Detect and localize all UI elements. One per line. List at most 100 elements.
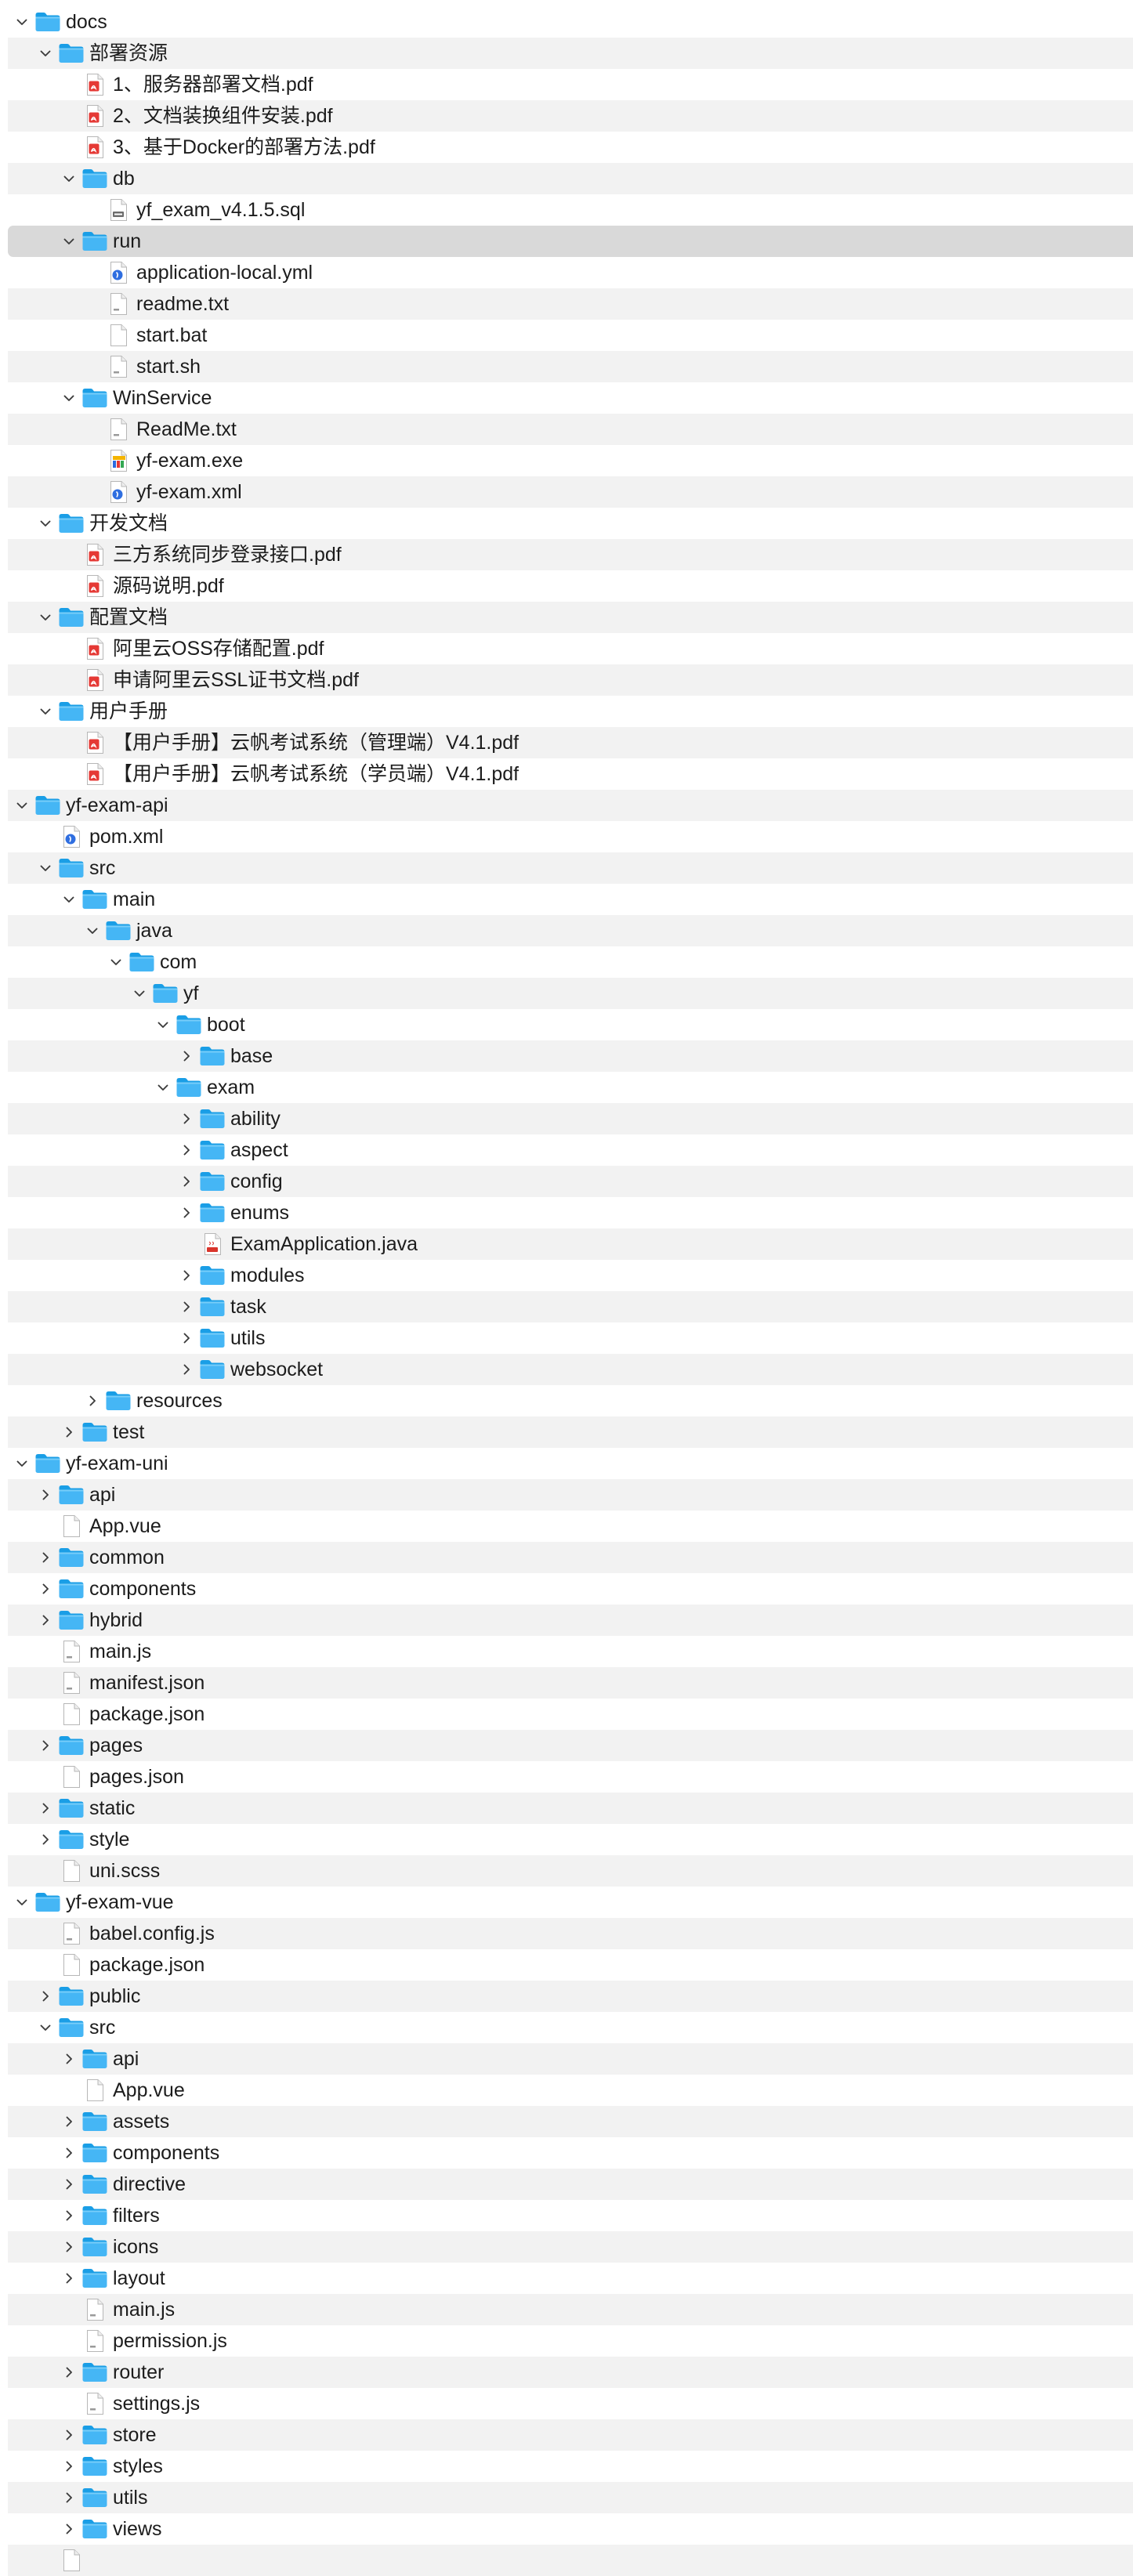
chevron-down-icon[interactable] [60, 226, 78, 257]
chevron-right-icon[interactable] [60, 2231, 78, 2263]
chevron-right-icon[interactable] [60, 2451, 78, 2482]
folder-row-run[interactable]: run [8, 226, 1133, 257]
folder-row-assets[interactable]: assets [8, 2106, 1133, 2137]
chevron-right-icon[interactable] [60, 2263, 78, 2294]
folder-row-api[interactable]: api [8, 2043, 1133, 2075]
file-row-settings-js[interactable]: settings.js [8, 2388, 1133, 2419]
chevron-right-icon[interactable] [177, 1354, 196, 1385]
folder-row-components[interactable]: components [8, 2137, 1133, 2169]
chevron-down-icon[interactable] [60, 382, 78, 414]
folder-row-store[interactable]: store [8, 2419, 1133, 2451]
chevron-down-icon[interactable] [36, 38, 55, 69]
chevron-right-icon[interactable] [36, 1981, 55, 2012]
file-row-readme-txt[interactable]: readme.txt [8, 288, 1133, 320]
folder-row-src[interactable]: src [8, 852, 1133, 884]
chevron-down-icon[interactable] [13, 1448, 31, 1479]
file-row-pages-json[interactable]: pages.json [8, 1761, 1133, 1793]
file-row-v4-1-pdf[interactable]: 【用户手册】云帆考试系统（学员端）V4.1.pdf [8, 758, 1133, 790]
folder-row-yf-exam-vue[interactable]: yf-exam-vue [8, 1887, 1133, 1918]
folder-row-main[interactable]: main [8, 884, 1133, 915]
folder-row-components[interactable]: components [8, 1573, 1133, 1605]
folder-row-boot[interactable]: boot [8, 1009, 1133, 1040]
chevron-down-icon[interactable] [13, 6, 31, 38]
chevron-down-icon[interactable] [60, 884, 78, 915]
chevron-right-icon[interactable] [36, 1605, 55, 1636]
file-row-1-pdf[interactable]: 1、服务器部署文档.pdf [8, 69, 1133, 100]
folder-row-exam[interactable]: exam [8, 1072, 1133, 1103]
file-row-uni-scss[interactable]: uni.scss [8, 1855, 1133, 1887]
file-row-yf-exam-v4-1-5-sql[interactable]: yf_exam_v4.1.5.sql [8, 194, 1133, 226]
folder-row-utils[interactable]: utils [8, 1322, 1133, 1354]
folder-row-yf-exam-api[interactable]: yf-exam-api [8, 790, 1133, 821]
file-row-v4-1-pdf[interactable]: 【用户手册】云帆考试系统（管理端）V4.1.pdf [8, 727, 1133, 758]
chevron-right-icon[interactable] [60, 2419, 78, 2451]
chevron-down-icon[interactable] [83, 915, 102, 946]
chevron-down-icon[interactable] [36, 508, 55, 539]
folder-row-hybrid[interactable]: hybrid [8, 1605, 1133, 1636]
chevron-down-icon[interactable] [60, 163, 78, 194]
chevron-right-icon[interactable] [177, 1103, 196, 1134]
folder-row-style[interactable]: style [8, 1824, 1133, 1855]
file-row-yf-exam-xml[interactable]: yf-exam.xml [8, 476, 1133, 508]
folder-row-public[interactable]: public [8, 1981, 1133, 2012]
chevron-right-icon[interactable] [60, 2043, 78, 2075]
chevron-down-icon[interactable] [36, 696, 55, 727]
file-row-app-vue[interactable]: App.vue [8, 2075, 1133, 2106]
file-row-3-docker-pdf[interactable]: 3、基于Docker的部署方法.pdf [8, 132, 1133, 163]
chevron-right-icon[interactable] [177, 1260, 196, 1291]
file-row-examapplication-java[interactable]: ExamApplication.java [8, 1228, 1133, 1260]
chevron-right-icon[interactable] [36, 1730, 55, 1761]
chevron-right-icon[interactable] [60, 2357, 78, 2388]
chevron-right-icon[interactable] [60, 2169, 78, 2200]
file-row-pdf[interactable]: 源码说明.pdf [8, 570, 1133, 602]
file-row-main-js[interactable]: main.js [8, 1636, 1133, 1667]
folder-row-com[interactable]: com [8, 946, 1133, 978]
file-row-item-81[interactable] [8, 2545, 1133, 2576]
chevron-right-icon[interactable] [36, 1824, 55, 1855]
folder-row-resources[interactable]: resources [8, 1385, 1133, 1416]
file-row-pdf[interactable]: 三方系统同步登录接口.pdf [8, 539, 1133, 570]
file-row-application-local-yml[interactable]: application-local.yml [8, 257, 1133, 288]
chevron-right-icon[interactable] [60, 2482, 78, 2513]
folder-row-websocket[interactable]: websocket [8, 1354, 1133, 1385]
chevron-down-icon[interactable] [13, 1887, 31, 1918]
folder-row-src[interactable]: src [8, 2012, 1133, 2043]
folder-row-item-16[interactable]: 开发文档 [8, 508, 1133, 539]
file-row-start-bat[interactable]: start.bat [8, 320, 1133, 351]
folder-row-winservice[interactable]: WinService [8, 382, 1133, 414]
folder-row-directive[interactable]: directive [8, 2169, 1133, 2200]
folder-row-pages[interactable]: pages [8, 1730, 1133, 1761]
file-row-app-vue[interactable]: App.vue [8, 1511, 1133, 1542]
file-row-permission-js[interactable]: permission.js [8, 2325, 1133, 2357]
folder-row-aspect[interactable]: aspect [8, 1134, 1133, 1166]
folder-row-filters[interactable]: filters [8, 2200, 1133, 2231]
chevron-right-icon[interactable] [36, 1479, 55, 1511]
chevron-down-icon[interactable] [36, 852, 55, 884]
folder-row-test[interactable]: test [8, 1416, 1133, 1448]
folder-row-static[interactable]: static [8, 1793, 1133, 1824]
folder-row-views[interactable]: views [8, 2513, 1133, 2545]
folder-row-router[interactable]: router [8, 2357, 1133, 2388]
file-row-ssl-pdf[interactable]: 申请阿里云SSL证书文档.pdf [8, 664, 1133, 696]
file-row-2-pdf[interactable]: 2、文档装换组件安装.pdf [8, 100, 1133, 132]
folder-row-yf[interactable]: yf [8, 978, 1133, 1009]
chevron-right-icon[interactable] [177, 1291, 196, 1322]
file-row-manifest-json[interactable]: manifest.json [8, 1667, 1133, 1699]
folder-row-db[interactable]: db [8, 163, 1133, 194]
chevron-right-icon[interactable] [177, 1197, 196, 1228]
chevron-right-icon[interactable] [60, 2137, 78, 2169]
chevron-right-icon[interactable] [83, 1385, 102, 1416]
file-row-yf-exam-exe[interactable]: yf-exam.exe [8, 445, 1133, 476]
file-row-package-json[interactable]: package.json [8, 1949, 1133, 1981]
chevron-right-icon[interactable] [60, 2200, 78, 2231]
chevron-right-icon[interactable] [36, 1793, 55, 1824]
file-row-oss-pdf[interactable]: 阿里云OSS存储配置.pdf [8, 633, 1133, 664]
folder-row-enums[interactable]: enums [8, 1197, 1133, 1228]
chevron-right-icon[interactable] [60, 2513, 78, 2545]
folder-row-styles[interactable]: styles [8, 2451, 1133, 2482]
chevron-right-icon[interactable] [177, 1166, 196, 1197]
chevron-right-icon[interactable] [36, 1573, 55, 1605]
chevron-down-icon[interactable] [36, 2012, 55, 2043]
chevron-right-icon[interactable] [60, 2106, 78, 2137]
file-row-readme-txt[interactable]: ReadMe.txt [8, 414, 1133, 445]
